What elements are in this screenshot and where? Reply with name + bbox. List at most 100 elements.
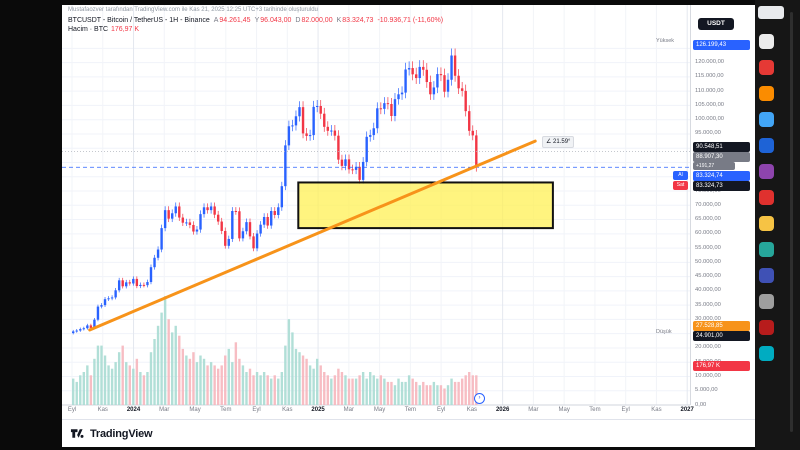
symbol-title: BTCUSDT - Bitcoin / TetherUS - 1H - Bina… <box>68 17 210 24</box>
time-axis-label: 2025 <box>311 407 325 413</box>
sidebar-app-3-icon[interactable] <box>759 86 774 101</box>
price-axis-label: 120.000,00 <box>695 59 725 66</box>
snapshot-attribution: Mustafaozver tarafından TradingView.com … <box>68 7 318 13</box>
price-axis-label: 65.000,00 <box>695 216 721 223</box>
volume-legend: Hacim · BTC 176,97 K <box>68 26 139 33</box>
volume-bars <box>72 296 478 405</box>
price-axis-label: 10.000,00 <box>695 372 721 379</box>
sidebar-app-1-icon[interactable] <box>759 34 774 49</box>
sidebar-app-9-icon[interactable] <box>759 242 774 257</box>
tradingview-logo-icon <box>70 429 84 438</box>
sidebar-app-5-icon[interactable] <box>759 138 774 153</box>
time-axis-label: 2024 <box>126 407 141 413</box>
time-axis-label: Kas <box>97 407 108 413</box>
price-axis[interactable]: USDT 0,005.000,0010.000,0015.000,0020.00… <box>690 5 755 419</box>
time-axis-label: Eyl <box>67 407 77 413</box>
price-axis-badge: 126.199,43 <box>693 40 750 50</box>
volume-legend-value: 176,97 K <box>111 26 140 33</box>
scroll-to-recent-button[interactable]: › <box>474 393 485 404</box>
ohlc-value: 83.324,73 <box>342 17 374 24</box>
price-axis-label: 115.000,00 <box>695 73 724 80</box>
price-axis-label: 5.000,00 <box>695 387 718 394</box>
time-axis-label: Tem <box>404 407 417 413</box>
price-axis-label: 30.000,00 <box>695 315 721 322</box>
price-axis-badge: 176,97 K <box>693 361 750 371</box>
sidebar-app-8-icon[interactable] <box>759 216 774 231</box>
price-axis-label: 70.000,00 <box>695 201 721 208</box>
price-axis-label: 110.000,00 <box>695 87 724 94</box>
price-axis-label: 60.000,00 <box>695 230 721 237</box>
time-axis-label: 2026 <box>495 407 510 413</box>
snapshot-footer: TradingView <box>62 419 755 447</box>
price-axis-label: 40.000,00 <box>695 287 721 294</box>
pane-axis-divider <box>690 5 691 405</box>
price-axis-label: 100.000,00 <box>695 116 725 123</box>
trendline-drawing[interactable] <box>88 139 537 332</box>
sidebar-app-10-icon[interactable] <box>759 268 774 283</box>
price-axis-badge: 27.528,85 <box>693 321 750 331</box>
ohlc-key: D <box>295 17 301 24</box>
buy-button[interactable]: Al <box>673 171 688 180</box>
rectangle-drawing[interactable] <box>297 181 554 230</box>
trendline-angle-readout: ∠ 21.59° <box>542 136 575 148</box>
change-value: -10.936,71 (-11,60%) <box>377 17 444 24</box>
ohlc-key: A <box>213 17 219 24</box>
chart-region: BTCUSDT - Bitcoin / TetherUS - 1H - Bina… <box>62 5 755 419</box>
time-axis[interactable]: Eyl Kas 2024 Mar May Tem Eyl Kas 2025 Mar May Tem Ey… <box>62 406 694 419</box>
angle-icon: ∠ <box>546 139 554 145</box>
price-axis-badge: 24.901,00 <box>693 331 750 341</box>
ohlc-value: 82.000,00 <box>301 17 333 24</box>
time-axis-label: Tem <box>220 407 232 413</box>
sidebar-app-13-icon[interactable] <box>759 346 774 361</box>
time-axis-label: Tem <box>589 407 601 413</box>
price-axis-badge: 88.907,30 <box>693 152 750 162</box>
browser-chip[interactable] <box>758 6 784 19</box>
sell-button[interactable]: Sat <box>673 181 688 190</box>
ohlc-value: 96.043,00 <box>260 17 292 24</box>
price-axis-badge: 83.324,73 <box>693 181 750 191</box>
sidebar-app-12-icon[interactable] <box>759 320 774 335</box>
symbol-legend: BTCUSDT - Bitcoin / TetherUS - 1H - Bina… <box>68 17 443 24</box>
price-axis-badge: +191,27 <box>693 162 735 170</box>
currency-toggle-button[interactable]: USDT <box>698 18 734 30</box>
sidebar-app-7-icon[interactable] <box>759 190 774 205</box>
time-axis-label: Eyl <box>252 407 261 413</box>
time-axis-label: Mar <box>159 407 170 413</box>
time-axis-label: Eyl <box>436 407 446 413</box>
tradingview-logo-text[interactable]: TradingView <box>90 427 153 440</box>
ohlc-value: 94.261,45 <box>219 17 251 24</box>
price-axis-label: 50.000,00 <box>695 258 721 265</box>
low-marker-label: Düşük <box>656 329 672 335</box>
price-axis-badge: 90.548,51 <box>693 142 750 152</box>
sidebar-app-2-icon[interactable] <box>759 60 774 75</box>
price-axis-label: 45.000,00 <box>695 273 721 280</box>
time-axis-label: Eyl <box>621 407 630 413</box>
price-axis-label: 20.000,00 <box>695 344 721 351</box>
time-axis-label: May <box>373 407 386 413</box>
sidebar-app-6-icon[interactable] <box>759 164 774 179</box>
price-axis-badge: 83.324,74 <box>693 171 750 181</box>
time-axis-label: Kas <box>651 407 662 413</box>
time-axis-label: Mar <box>343 407 354 413</box>
price-axis-label: 105.000,00 <box>695 101 725 108</box>
high-marker-label: Yüksek <box>656 38 675 44</box>
price-axis-label: 95.000,00 <box>695 130 721 137</box>
price-axis-label: 0,00 <box>695 401 707 408</box>
sidebar-app-11-icon[interactable] <box>759 294 774 309</box>
chart-canvas[interactable] <box>62 5 690 419</box>
volume-legend-label: Hacim · BTC <box>68 26 109 33</box>
time-axis-label: Kas <box>466 407 478 413</box>
time-axis-label: Kas <box>282 407 293 413</box>
ohlc-key: K <box>336 17 342 24</box>
time-axis-label: 2027 <box>680 407 694 413</box>
candles <box>72 48 478 335</box>
time-axis-label: Mar <box>528 407 539 413</box>
ohlc-values: A94.261,45 Y96.043,00 D82.000,00 K83.324,73… <box>210 17 443 24</box>
page-scrollbar[interactable] <box>790 12 793 432</box>
sidebar-app-4-icon[interactable] <box>759 112 774 127</box>
ohlc-key: Y <box>254 17 260 24</box>
browser-sidebar <box>755 0 800 450</box>
price-axis-label: 35.000,00 <box>695 301 721 308</box>
time-axis-label: May <box>558 407 570 413</box>
